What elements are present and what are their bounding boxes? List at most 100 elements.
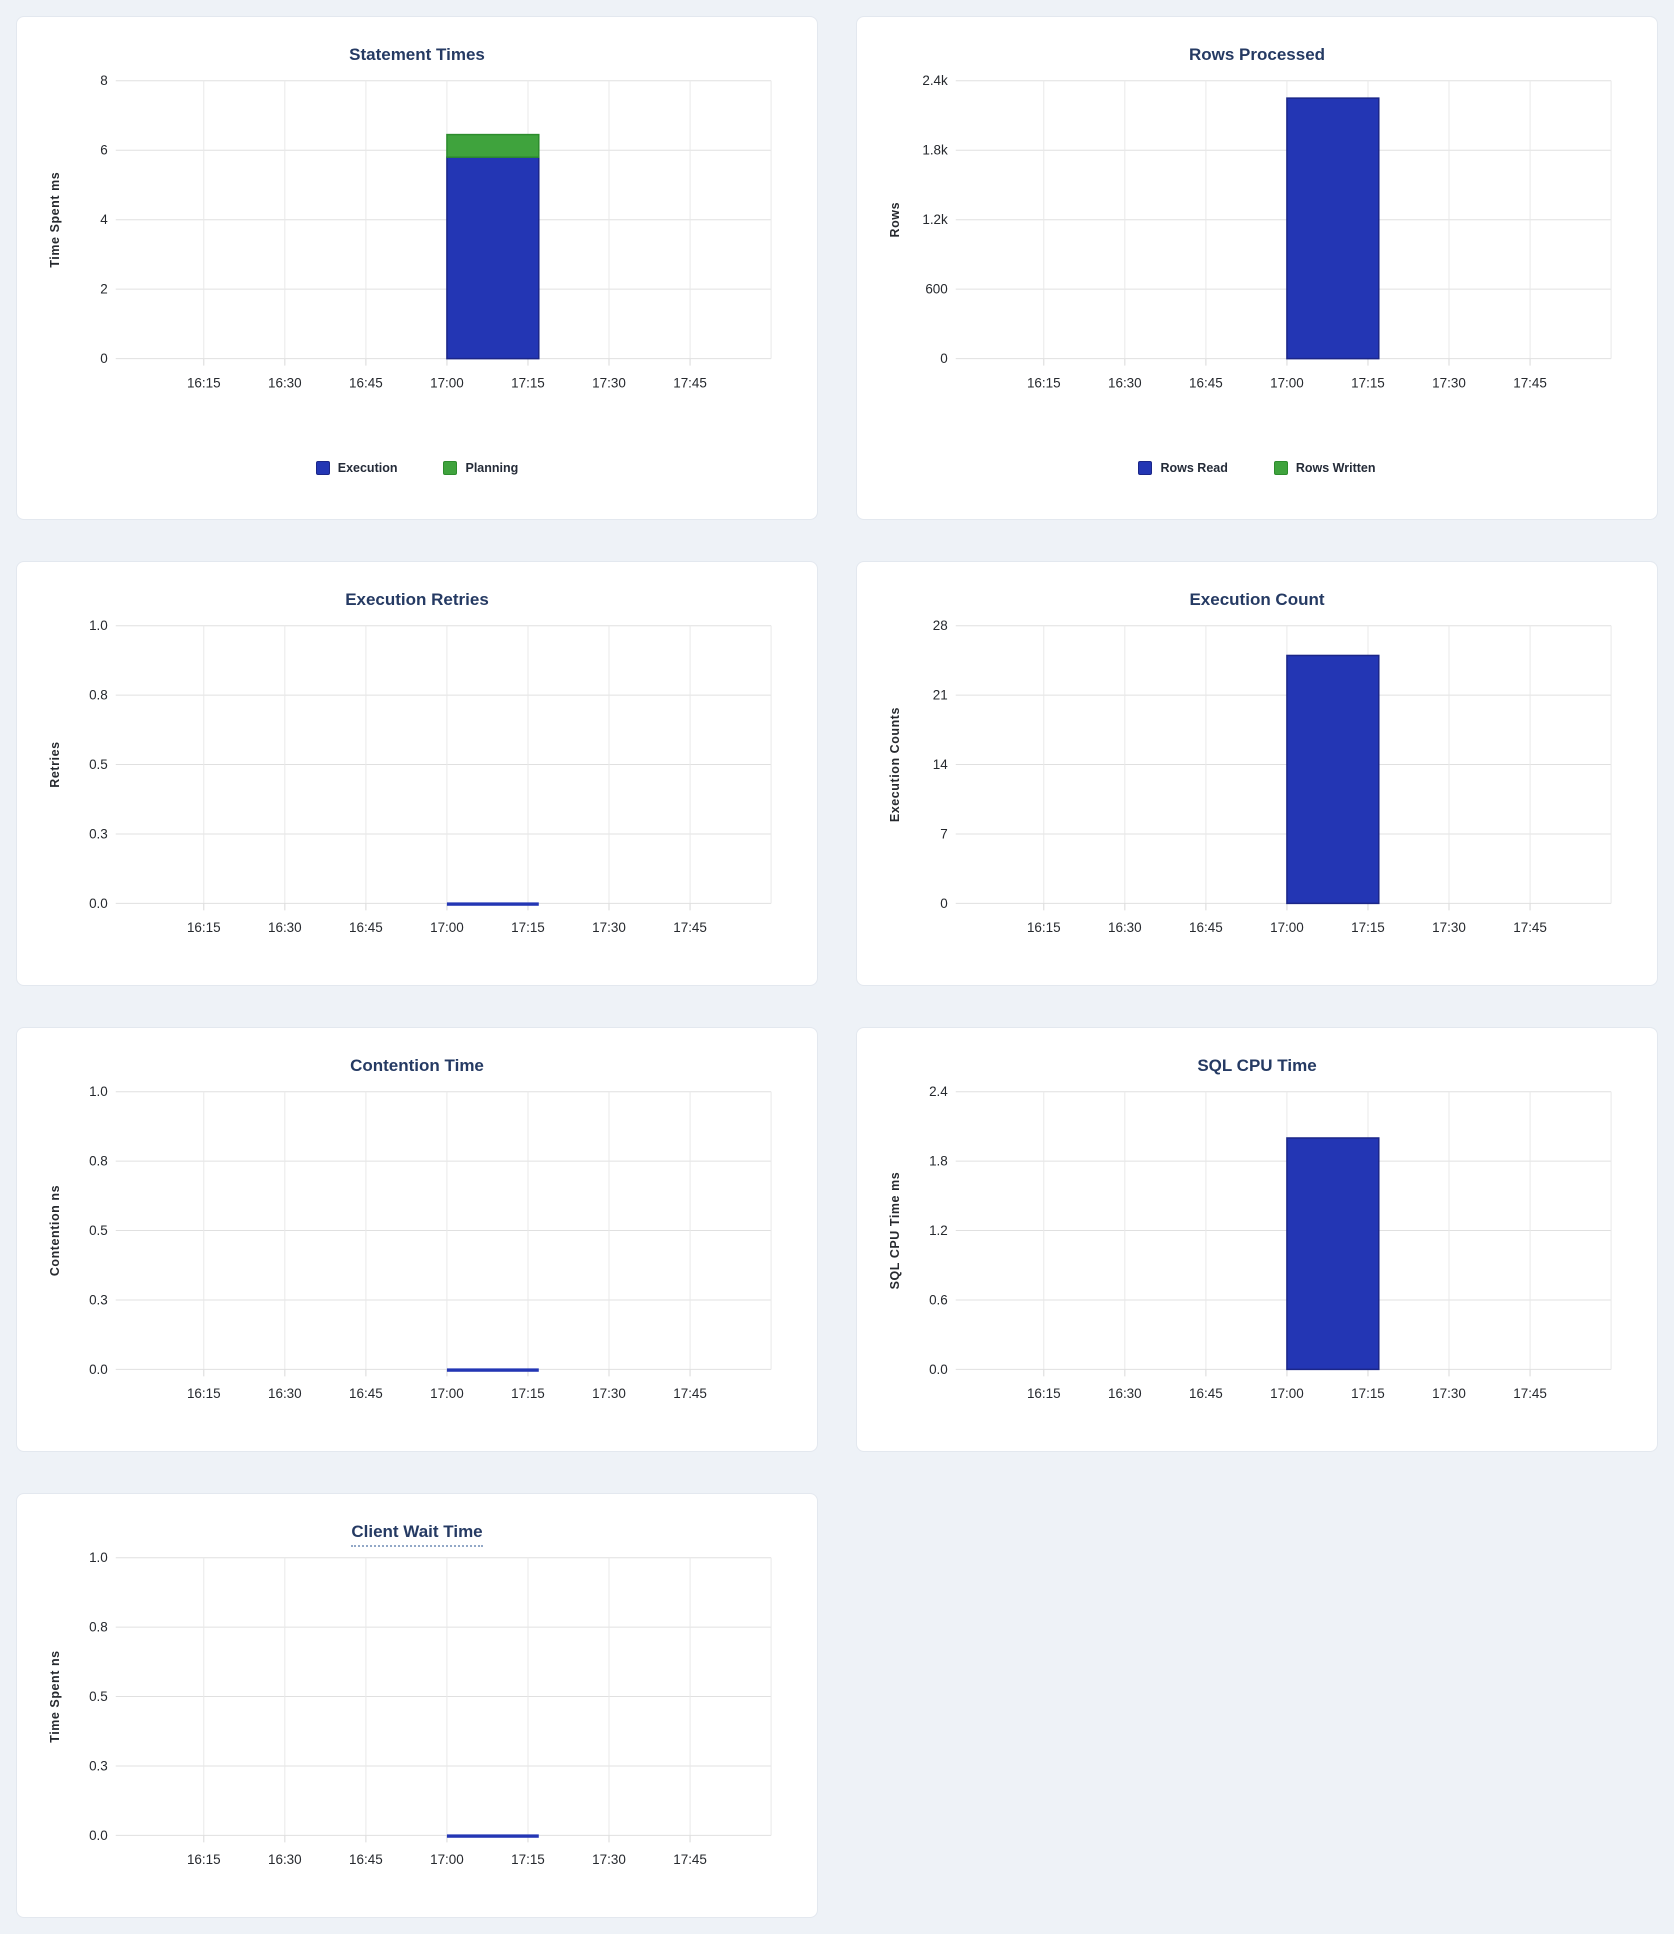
- x-tick-label: 17:00: [430, 376, 464, 391]
- chart-card-contention-time: Contention Time 0.0 0.3 0.5 0.8 1.0 16:15 16:3…: [16, 1027, 818, 1452]
- chart-canvas-contention-time[interactable]: 0.0 0.3 0.5 0.8 1.0 16:15 16:30 16:45 17:00 17:15…: [17, 1028, 817, 1451]
- y-tick-label: 1.0: [89, 1550, 108, 1565]
- x-tick-label: 17:15: [1351, 920, 1385, 935]
- chart-title-execution-count: Execution Count: [857, 562, 1657, 610]
- chart-card-client-wait-time: Client Wait Time 0.0 0.3 0.5 0.8 1.0 16:15 16:…: [16, 1493, 818, 1918]
- x-tick-label: 16:45: [349, 1852, 383, 1867]
- bar-execution-count: [1286, 654, 1380, 905]
- y-tick-label: 7: [940, 826, 947, 841]
- y-axis-label: Retries: [48, 741, 62, 787]
- y-tick-label: 0.0: [89, 896, 108, 911]
- x-tick-label: 17:45: [673, 376, 707, 391]
- x-tick-label: 16:15: [1027, 1386, 1061, 1401]
- x-tick-label: 17:30: [592, 1852, 626, 1867]
- chart-canvas-rows-processed[interactable]: 0 600 1.2k 1.8k 2.4k 16:15 16:30 16:45 17:00 17:1…: [857, 17, 1657, 519]
- y-tick-label: 0.3: [89, 826, 108, 841]
- chart-svg: 0 2 4 6 8 16:15 16:30 16:45 17:00 17:15 17:30 17:45…: [48, 73, 772, 391]
- legend-swatch-planning: [443, 461, 458, 475]
- x-tick-label: 16:45: [349, 920, 383, 935]
- x-tick-label: 16:15: [1027, 376, 1061, 391]
- charts-grid: Statement Times 0 2 4 6 8 16:15 16:30 16:45 17:0…: [16, 16, 1658, 1918]
- y-tick-label: 0.8: [89, 688, 108, 703]
- x-tick-label: 16:45: [1189, 920, 1223, 935]
- y-tick-label: 2.4k: [922, 73, 948, 88]
- y-tick-label: 0: [100, 351, 107, 366]
- x-tick-label: 16:15: [187, 376, 221, 391]
- y-tick-label: 1.2: [929, 1223, 948, 1238]
- chart-title-rows-processed: Rows Processed: [857, 17, 1657, 65]
- y-tick-label: 0.0: [89, 1828, 108, 1843]
- zero-value-bar: [446, 902, 539, 906]
- chart-svg: 0.0 0.3 0.5 0.8 1.0 16:15 16:30 16:45 17:00 17:15…: [48, 618, 772, 935]
- y-tick-label: 0.8: [89, 1154, 108, 1169]
- legend-item-planning: Planning: [443, 461, 518, 475]
- x-tick-label: 17:45: [1513, 1386, 1547, 1401]
- y-tick-label: 0.5: [89, 1689, 108, 1704]
- y-tick-label: 0.3: [89, 1292, 108, 1307]
- zero-value-bar: [446, 1368, 539, 1372]
- y-tick-label: 4: [100, 212, 108, 227]
- x-tick-label: 17:30: [592, 1386, 626, 1401]
- legend-label: Rows Read: [1160, 461, 1228, 475]
- y-tick-label: 14: [933, 757, 948, 772]
- chart-card-execution-count: Execution Count 0 7 14 21 28 16:15 16:30 16:45 1…: [856, 561, 1658, 986]
- chart-title-text: Execution Retries: [345, 590, 489, 609]
- chart-legend-rows-processed: Rows Read Rows Written: [857, 461, 1657, 475]
- chart-canvas-sql-cpu-time[interactable]: 0.0 0.6 1.2 1.8 2.4 16:15 16:30 16:45 17:00 17:15…: [857, 1028, 1657, 1451]
- y-tick-label: 0.0: [929, 1362, 948, 1377]
- legend-label: Rows Written: [1295, 461, 1376, 475]
- chart-title-sql-cpu-time: SQL CPU Time: [857, 1028, 1657, 1076]
- x-tick-label: 17:15: [1351, 1386, 1385, 1401]
- chart-card-rows-processed: Rows Processed 0 600 1.2k 1.8k 2.4k 16:15 16:3…: [856, 16, 1658, 520]
- x-tick-label: 17:30: [1432, 920, 1466, 935]
- y-tick-label: 0: [940, 351, 947, 366]
- x-tick-label: 17:45: [673, 1386, 707, 1401]
- x-tick-label: 17:15: [511, 376, 545, 391]
- chart-canvas-statement-times[interactable]: 0 2 4 6 8 16:15 16:30 16:45 17:00 17:15 17:30 17:45…: [17, 17, 817, 519]
- y-tick-label: 28: [933, 618, 948, 633]
- chart-card-statement-times: Statement Times 0 2 4 6 8 16:15 16:30 16:45 17:0…: [16, 16, 818, 520]
- y-axis-label: Time Spent ns: [48, 1650, 62, 1742]
- x-tick-label: 17:15: [511, 1386, 545, 1401]
- bar-planning: [446, 133, 540, 158]
- y-tick-label: 1.0: [89, 1084, 108, 1099]
- y-tick-label: 2.4: [929, 1084, 948, 1099]
- x-tick-label: 16:30: [268, 1386, 302, 1401]
- legend-swatch-execution: [315, 461, 330, 475]
- chart-svg: 0.0 0.6 1.2 1.8 2.4 16:15 16:30 16:45 17:00 17:15…: [888, 1084, 1612, 1401]
- y-tick-label: 1.2k: [922, 212, 948, 227]
- y-tick-label: 21: [933, 688, 948, 703]
- legend-swatch-rows-read: [1138, 461, 1153, 475]
- y-tick-label: 1.8: [929, 1154, 948, 1169]
- chart-canvas-execution-count[interactable]: 0 7 14 21 28 16:15 16:30 16:45 17:00 17:15 17:30 17…: [857, 562, 1657, 985]
- y-tick-label: 0: [940, 896, 947, 911]
- y-tick-label: 0.0: [89, 1362, 108, 1377]
- x-tick-label: 17:15: [511, 1852, 545, 1867]
- chart-legend-statement-times: Execution Planning: [17, 461, 817, 475]
- chart-title-text: Contention Time: [350, 1056, 484, 1075]
- chart-title-text: Statement Times: [349, 45, 485, 64]
- legend-label: Planning: [465, 461, 519, 475]
- legend-item-rows-read: Rows Read: [1138, 461, 1228, 475]
- chart-title-text: SQL CPU Time: [1197, 1056, 1317, 1075]
- chart-svg: 0.0 0.3 0.5 0.8 1.0 16:15 16:30 16:45 17:00 17:15…: [48, 1084, 772, 1401]
- x-tick-label: 17:30: [592, 376, 626, 391]
- chart-canvas-client-wait-time[interactable]: 0.0 0.3 0.5 0.8 1.0 16:15 16:30 16:45 17:00 17:15…: [17, 1494, 817, 1917]
- x-tick-label: 17:00: [430, 1852, 464, 1867]
- chart-title-text-tooltip[interactable]: Client Wait Time: [351, 1522, 483, 1547]
- x-tick-label: 17:00: [430, 1386, 464, 1401]
- y-axis-label: Execution Counts: [888, 707, 902, 822]
- x-tick-label: 17:00: [430, 920, 464, 935]
- bar-execution: [446, 156, 540, 360]
- y-tick-label: 0.5: [89, 757, 108, 772]
- chart-title-statement-times: Statement Times: [17, 17, 817, 65]
- chart-svg: 0 7 14 21 28 16:15 16:30 16:45 17:00 17:15 17:30 17…: [888, 618, 1612, 935]
- chart-canvas-execution-retries[interactable]: 0.0 0.3 0.5 0.8 1.0 16:15 16:30 16:45 17:00 17:15…: [17, 562, 817, 985]
- x-tick-label: 16:30: [1108, 920, 1142, 935]
- legend-item-rows-written: Rows Written: [1273, 461, 1376, 475]
- x-tick-label: 16:30: [1108, 1386, 1142, 1401]
- x-tick-label: 17:30: [1432, 376, 1466, 391]
- y-tick-label: 0.8: [89, 1620, 108, 1635]
- y-tick-label: 6: [100, 143, 107, 158]
